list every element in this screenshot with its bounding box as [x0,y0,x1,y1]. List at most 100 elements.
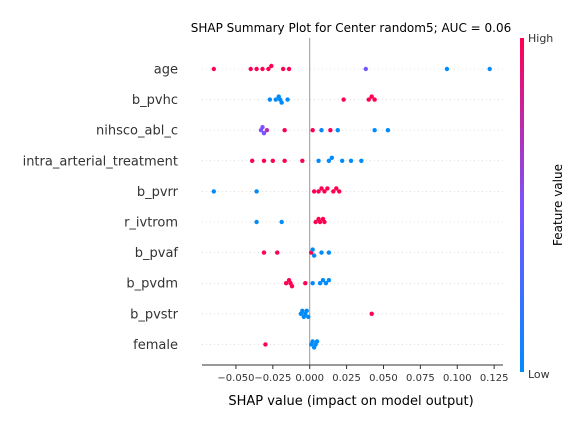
shap-point [316,158,321,163]
feature-label: age [154,63,178,78]
shap-point [366,97,371,102]
shap-point [331,189,336,194]
shap-point [317,281,323,286]
shap-point [304,308,309,313]
shap-point [311,253,317,258]
x-tick-label: −0.025 [254,373,291,384]
shap-point [286,66,292,72]
feature-label: b_pvhc [132,93,178,108]
shap-point [270,158,276,163]
shap-point [282,128,287,133]
shap-point [306,314,311,319]
colorbar-title: Feature value [551,164,565,246]
shap-point [282,158,287,163]
shap-point [310,339,315,344]
shap-point [359,158,364,163]
shap-point [280,66,286,72]
shap-point [363,66,368,72]
shap-point [260,125,265,130]
shap-point [303,281,308,286]
shap-point [319,250,324,255]
shap-point [319,186,324,191]
shap-point [385,128,391,133]
shap-point [275,250,280,255]
shap-point [322,219,327,225]
shap-point [310,247,315,252]
shap-point [249,158,255,163]
shap-point [310,281,315,286]
shap-point [325,186,330,191]
shap-point [254,66,259,72]
shap-point [369,94,374,99]
shap-point [211,66,217,72]
feature-label: r_ivtrom [124,216,178,231]
shap-point [322,189,327,194]
shap-point [211,189,217,194]
feature-label: b_pvaf [135,246,179,261]
shap-point [285,97,290,102]
shap-point [311,189,317,194]
feature-label: b_pvrr [137,185,179,200]
shap-point [326,158,332,163]
shap-point [314,339,320,344]
feature-label: b_pvstr [130,307,179,322]
shap-point [267,97,273,102]
shap-point [261,131,267,136]
feature-label: nihsco_abl_c [96,124,178,139]
shap-point [266,66,271,72]
shap-point [317,219,323,225]
shap-point [326,250,332,255]
shap-point [319,128,324,133]
x-tick-label: 0.100 [443,373,472,384]
shap-point [339,158,345,163]
feature-label: b_pvdm [126,277,178,292]
shap-point [261,158,267,163]
shap-point [273,97,278,102]
shap-point [279,219,284,225]
shap-point [320,278,326,283]
shap-point [264,128,270,133]
shap-point [335,128,340,133]
shap-point [254,189,259,194]
shap-point [369,311,374,316]
shap-point [337,189,342,194]
shap-point [313,219,318,225]
shap-point [341,97,346,102]
x-axis-ticks: −0.050 −0.025 0.000 0.025 0.050 0.075 0.100 0.1… [217,365,508,384]
shap-point [372,128,377,133]
shap-point [263,342,268,347]
shap-points [211,63,492,350]
chart-title: SHAP Summary Plot for Center random5; AU… [191,21,511,35]
shap-point [334,186,339,191]
colorbar-low-label: Low [528,368,550,381]
shap-point [269,63,274,69]
feature-label: intra_arterial_treatment [23,154,178,169]
shap-point [328,128,333,133]
shap-point [300,308,305,313]
shap-point [300,158,305,163]
shap-point [487,66,492,72]
colorbar-high-label: High [528,32,553,45]
shap-point [329,155,335,160]
shap-point [260,66,265,72]
shap-point [254,219,259,225]
feature-rows: age b_pvhc nihsco_abl_c intra_arterial_trea… [23,38,503,365]
shap-point [279,100,284,105]
x-tick-label: 0.025 [332,373,361,384]
x-tick-label: 0.000 [295,373,324,384]
shap-point [348,158,354,163]
x-tick-label: 0.125 [480,373,509,384]
colorbar [520,38,524,372]
shap-point [444,66,450,72]
shap-point [289,284,295,289]
shap-point [248,66,253,72]
shap-point [261,250,267,255]
shap-point [323,281,329,286]
shap-point [283,281,289,286]
shap-point [372,97,377,102]
shap-point [326,278,332,283]
x-tick-label: 0.050 [369,373,398,384]
x-tick-label: −0.050 [217,373,254,384]
shap-point [316,189,321,194]
